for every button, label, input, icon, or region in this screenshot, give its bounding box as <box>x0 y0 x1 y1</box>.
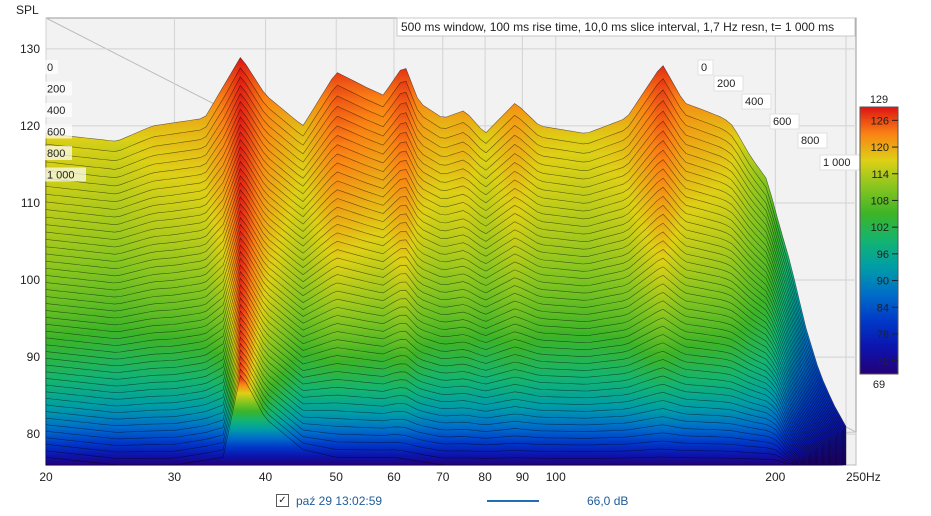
colorbar-tick-label: 108 <box>871 195 889 207</box>
time-tick-left: 1 000 <box>47 170 75 182</box>
time-tick-bg <box>697 59 714 76</box>
colorbar-tick-label: 96 <box>877 249 889 261</box>
time-tick-left: 600 <box>47 127 65 139</box>
time-tick-bg <box>769 113 800 130</box>
x-tick-label: 100 <box>546 470 566 484</box>
time-tick-bg <box>45 60 58 74</box>
time-tick-right: 600 <box>773 116 791 128</box>
measurement-checkbox[interactable]: ✓ <box>276 494 289 507</box>
time-tick-bg <box>45 124 72 139</box>
colorbar-tick-label: 90 <box>877 276 889 288</box>
x-tick-label: 200 <box>765 470 785 484</box>
measurement-timestamp: paź 29 13:02:59 <box>296 494 383 508</box>
x-tick-label: 90 <box>516 470 530 484</box>
x-tick-label: 80 <box>478 470 492 484</box>
time-tick-left: 400 <box>47 105 65 117</box>
time-tick-left: 0 <box>47 62 53 74</box>
x-tick-label: 50 <box>330 470 344 484</box>
time-tick-bg <box>45 81 72 96</box>
colorbar-max: 129 <box>870 94 888 106</box>
time-tick-right: 1 000 <box>823 157 851 169</box>
y-tick-label: 110 <box>21 196 40 210</box>
plot-area: 20 30 40 50 60 70 80 90 100 200 250Hz 80 90 100 110 120… <box>16 3 881 484</box>
time-tick-bg <box>713 75 744 92</box>
y-axis-label: SPL <box>16 3 39 17</box>
time-tick-bg <box>741 93 772 110</box>
x-tick-label: 40 <box>259 470 273 484</box>
time-tick-bg <box>45 167 86 182</box>
time-tick-right: 800 <box>801 135 819 147</box>
legend-bar: ✓ paź 29 13:02:59 66,0 dB <box>0 490 931 512</box>
colorbar-gradient <box>859 106 899 375</box>
time-tick-bg <box>45 146 72 160</box>
colorbar-tick-label: 72 <box>877 356 889 368</box>
y-tick-label: 130 <box>20 42 40 56</box>
measurement-line-swatch <box>487 500 539 502</box>
time-tick-right: 400 <box>745 96 763 108</box>
colorbar: 129 69 126 120 114 108 102 96 90 84 78 72 <box>859 94 899 391</box>
y-tick-label: 120 <box>20 119 40 133</box>
colorbar-tick-label: 84 <box>877 302 889 314</box>
waterfall-slice <box>45 374 793 466</box>
time-tick-left: 800 <box>47 148 65 160</box>
x-tick-label: 250Hz <box>846 470 881 484</box>
colorbar-tick-label: 102 <box>871 222 889 234</box>
x-tick-label: 30 <box>168 470 182 484</box>
chart-subtitle: 500 ms window, 100 ms rise time, 10,0 ms… <box>401 20 834 34</box>
y-tick-label: 80 <box>27 427 41 441</box>
time-tick-bg <box>797 132 828 149</box>
x-tick-label: 20 <box>39 470 53 484</box>
measurement-level: 66,0 dB <box>587 494 629 508</box>
y-tick-label: 100 <box>20 273 40 287</box>
y-tick-label: 90 <box>27 350 41 364</box>
waterfall-surface <box>45 56 847 466</box>
colorbar-tick-label: 78 <box>877 329 889 341</box>
colorbar-tick-label: 114 <box>871 169 889 181</box>
time-tick-right: 200 <box>717 78 735 90</box>
colorbar-tick-label: 126 <box>871 115 889 127</box>
subtitle-box <box>396 17 856 37</box>
colorbar-min: 69 <box>873 379 885 391</box>
x-tick-label: 60 <box>387 470 401 484</box>
time-tick-bg <box>45 103 72 117</box>
time-tick-right: 0 <box>701 62 707 74</box>
time-tick-left: 200 <box>47 84 65 96</box>
x-tick-label: 70 <box>436 470 450 484</box>
colorbar-tick-label: 120 <box>871 142 889 154</box>
